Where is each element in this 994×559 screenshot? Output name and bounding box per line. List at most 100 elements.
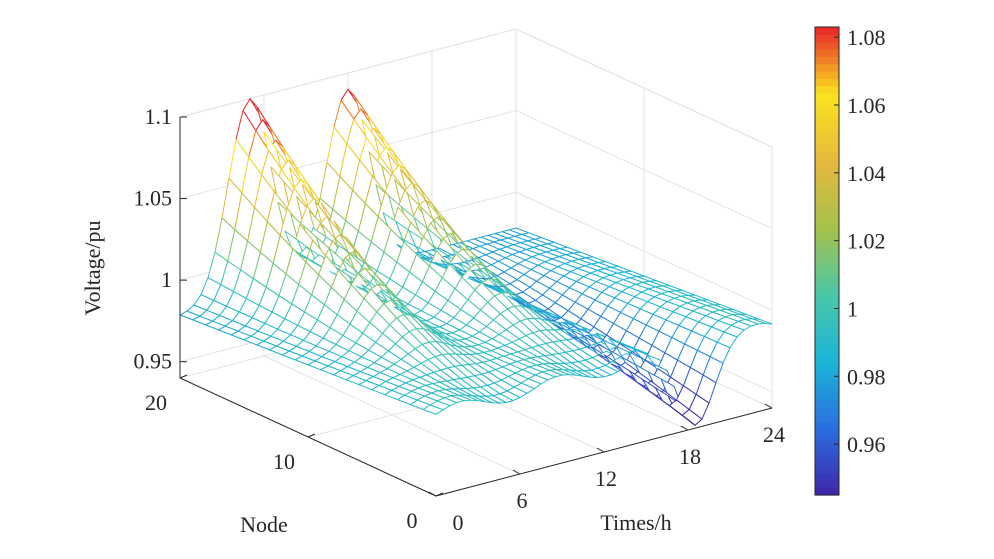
- colorbar-swatch: [815, 319, 839, 328]
- colorbar-swatch: [815, 443, 839, 452]
- y-tick-label: 0: [407, 508, 418, 533]
- colorbar-tick-label: 1.02: [847, 229, 886, 254]
- colorbar-swatch: [815, 348, 839, 357]
- colorbar-swatch: [815, 341, 839, 350]
- x-tick-label: 6: [517, 488, 528, 513]
- colorbar-swatch: [815, 421, 839, 430]
- colorbar: 0.96 0.98 1 1.02 1.04 1.06 1.08: [814, 25, 886, 496]
- colorbar-swatch: [815, 34, 839, 43]
- colorbar-swatch: [815, 129, 839, 138]
- colorbar-swatch: [815, 70, 839, 79]
- colorbar-swatch: [815, 48, 839, 57]
- colorbar-swatch: [815, 239, 839, 247]
- colorbar-swatch: [815, 363, 839, 372]
- colorbar-swatch: [815, 27, 839, 35]
- colorbar-swatch: [815, 209, 839, 218]
- grid-line: [515, 110, 773, 230]
- axes: 0.95 1 1.05 1.1 0 6 12 18 24 0 10 20: [134, 104, 786, 535]
- colorbar-tick-label: 1: [847, 296, 858, 321]
- colorbar-tick-label: 0.98: [847, 364, 886, 389]
- z-tick-label: 0.95: [134, 349, 173, 374]
- colorbar-swatch: [815, 107, 839, 116]
- colorbar-swatch: [815, 56, 839, 65]
- colorbar-swatch: [815, 414, 839, 423]
- colorbar-swatch: [815, 92, 839, 101]
- z-tick-label: 1.1: [145, 104, 173, 129]
- colorbar-swatch: [815, 473, 839, 481]
- colorbar-swatch: [815, 231, 839, 240]
- colorbar-swatch: [815, 187, 839, 196]
- colorbar-swatch: [815, 180, 839, 189]
- surface-cell: [674, 409, 696, 426]
- colorbar-frame: [814, 26, 840, 496]
- x-tick-label: 24: [763, 422, 785, 447]
- colorbar-swatch: [815, 429, 839, 438]
- colorbar-swatch: [815, 326, 839, 335]
- colorbar-tick-label: 1.06: [847, 93, 886, 118]
- colorbar-swatch: [815, 144, 839, 152]
- colorbar-swatch: [815, 268, 839, 277]
- colorbar-swatch: [815, 451, 839, 460]
- colorbar-swatch: [815, 392, 839, 401]
- colorbar-swatch: [815, 217, 839, 226]
- colorbar-tick-label: 1.08: [847, 25, 886, 50]
- colorbar-swatch: [815, 195, 839, 204]
- colorbar-swatch: [815, 78, 839, 87]
- colorbar-swatch: [815, 487, 839, 496]
- colorbar-swatch: [815, 297, 839, 306]
- colorbar-swatch: [815, 385, 839, 394]
- colorbar-swatch: [815, 136, 839, 145]
- y-tick: [179, 374, 188, 379]
- colorbar-swatch: [815, 378, 839, 386]
- y-tick: [435, 492, 444, 497]
- colorbar-swatch: [815, 158, 839, 167]
- colorbar-swatch: [815, 480, 839, 489]
- colorbar-swatch: [815, 100, 839, 109]
- x-tick: [764, 403, 773, 409]
- x-tick: [680, 425, 689, 431]
- colorbar-swatch: [815, 290, 839, 299]
- colorbar-swatch: [815, 282, 839, 291]
- z-tick-label: 1: [161, 267, 172, 292]
- colorbar-swatch: [815, 312, 839, 321]
- y-tick: [307, 433, 316, 438]
- colorbar-swatch: [815, 370, 839, 379]
- colorbar-swatch: [815, 224, 839, 233]
- colorbar-swatch: [815, 436, 839, 445]
- colorbar-swatch: [815, 304, 839, 313]
- x-tick: [596, 447, 605, 453]
- y-axis-label: Node: [240, 512, 288, 537]
- colorbar-swatch: [815, 202, 839, 211]
- colorbar-swatch: [815, 85, 839, 94]
- surface-cell: [576, 370, 598, 378]
- x-axis-label: Times/h: [600, 510, 671, 535]
- colorbar-swatch: [815, 253, 839, 262]
- colorbar-swatch: [815, 261, 839, 269]
- surface-cell: [422, 404, 444, 415]
- colorbar-swatch: [815, 399, 839, 408]
- colorbar-swatch: [815, 275, 839, 284]
- colorbar-swatch: [815, 114, 839, 123]
- x-tick: [512, 469, 521, 475]
- surface-cell: [478, 395, 500, 404]
- colorbar-swatch: [815, 407, 839, 416]
- colorbar-swatch: [815, 122, 839, 130]
- colorbar-tick-label: 1.04: [847, 161, 886, 186]
- x-tick-label: 18: [679, 444, 701, 469]
- box-edge: [515, 28, 773, 148]
- colorbar-swatch: [815, 165, 839, 174]
- colorbar-swatch: [815, 151, 839, 160]
- y-tick-label: 20: [145, 390, 167, 415]
- colorbar-swatch: [815, 458, 839, 467]
- colorbar-tick-label: 0.96: [847, 432, 886, 457]
- colorbar-swatch: [815, 246, 839, 255]
- colorbar-swatch: [815, 63, 839, 72]
- surface-mesh: [179, 88, 773, 426]
- grid-line: [515, 191, 773, 311]
- colorbar-swatch: [815, 173, 839, 182]
- colorbar-swatch: [815, 41, 839, 50]
- z-tick-label: 1.05: [134, 186, 173, 211]
- colorbar-swatch: [815, 465, 839, 474]
- x-tick-label: 12: [595, 466, 617, 491]
